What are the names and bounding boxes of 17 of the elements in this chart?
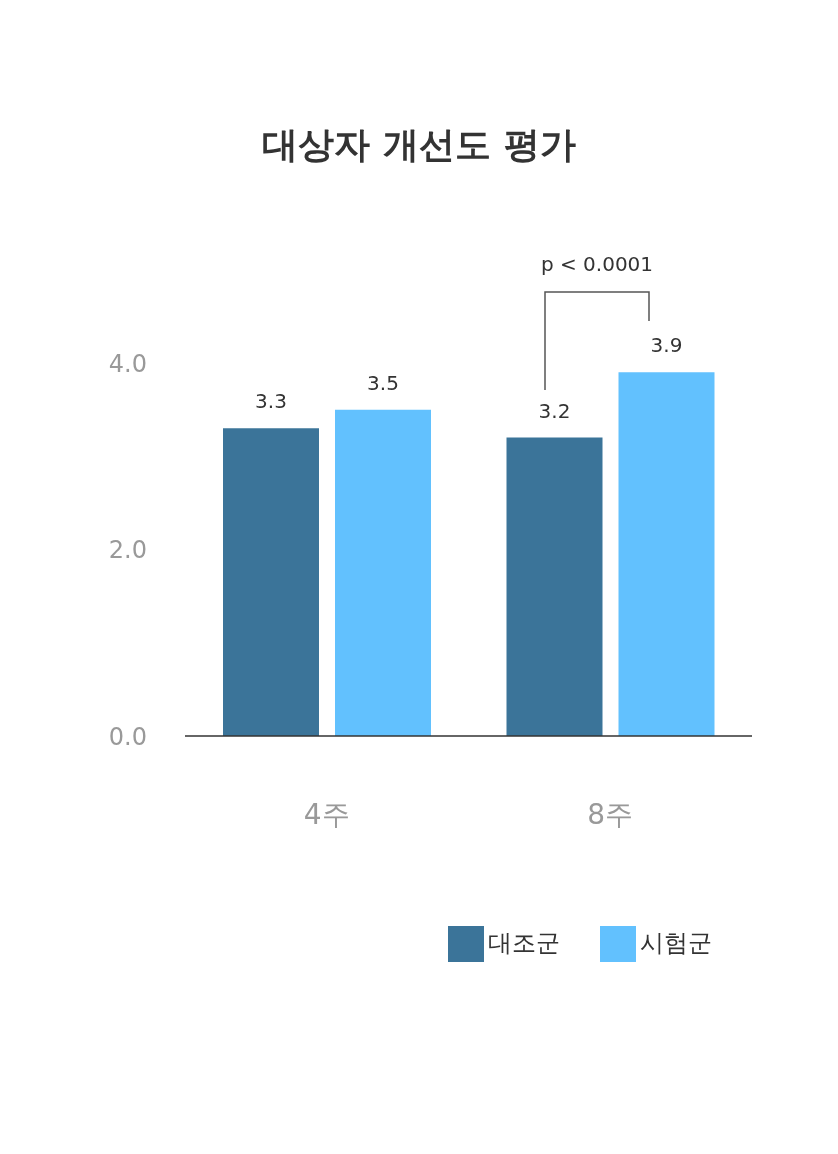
bar bbox=[506, 437, 603, 736]
legend-label: 대조군 bbox=[488, 929, 560, 957]
x-tick-label: 4주 bbox=[303, 797, 350, 831]
y-tick-label: 2.0 bbox=[108, 536, 147, 565]
data-label: 3.2 bbox=[538, 398, 571, 423]
text: p < 0.0001 bbox=[539, 251, 655, 278]
legend-label: 시험군 bbox=[640, 929, 712, 957]
y-tick-label: 4.0 bbox=[108, 349, 147, 378]
bar bbox=[618, 372, 715, 736]
data-label: 3.3 bbox=[255, 389, 287, 414]
bar bbox=[223, 428, 319, 736]
x-tick-label: 8주 bbox=[587, 797, 634, 831]
bar bbox=[335, 409, 431, 736]
y-tick-label: 0.0 bbox=[108, 722, 147, 751]
data-label: 3.9 bbox=[650, 333, 683, 358]
data-label: 3.5 bbox=[367, 370, 399, 395]
chart-title: 대상자 개선도 평가 bbox=[261, 123, 577, 167]
